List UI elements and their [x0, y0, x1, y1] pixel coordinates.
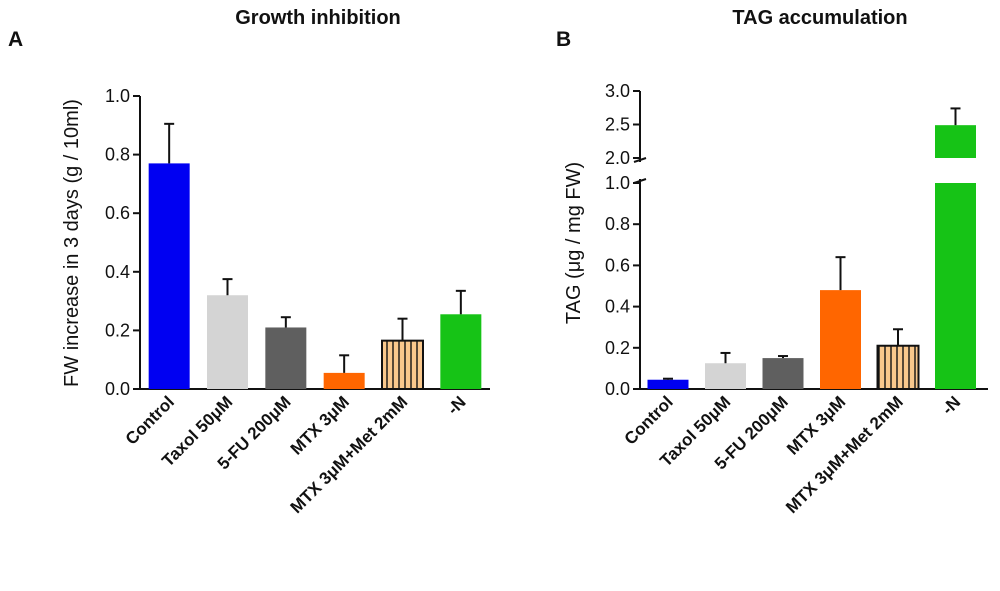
y-tick-label: 0.0 [605, 379, 630, 399]
panel-a-label: A [8, 28, 23, 51]
bar [647, 379, 689, 389]
y-tick-label: 1.0 [605, 173, 630, 193]
bar [820, 290, 861, 389]
chart-b-y-axis-label: TAG (μg / mg FW) [563, 162, 585, 324]
y-tick-label: 0.6 [105, 203, 130, 223]
bar [762, 358, 804, 389]
bar-lower-segment [935, 183, 976, 389]
bar [705, 363, 746, 389]
y-tick-label: 3.0 [605, 81, 630, 101]
axis-break-mark [633, 157, 647, 163]
axis-break-mark [633, 178, 647, 184]
x-tick-label: MTX 3μM+Met 2mM [782, 392, 907, 517]
y-tick-label: 2.5 [605, 115, 630, 135]
x-tick-label: Control [122, 392, 178, 448]
y-tick-label: 0.8 [105, 145, 130, 165]
y-tick-label: 0.0 [105, 379, 130, 399]
bar [440, 314, 482, 389]
panel-b-label: B [556, 28, 571, 51]
chart-a-title: Growth inhibition [235, 7, 401, 29]
y-tick-label: 0.2 [605, 338, 630, 358]
x-tick-label: MTX 3μM+Met 2mM [287, 392, 412, 517]
x-tick-label: -N [938, 392, 964, 418]
bar [876, 344, 920, 390]
y-tick-label: 0.6 [605, 255, 630, 275]
x-tick-label: Control [621, 392, 677, 448]
bar-upper-segment [935, 125, 976, 158]
y-tick-label: 0.4 [105, 262, 130, 282]
chart-a-y-axis-label: FW increase in 3 days (g / 10ml) [61, 99, 83, 387]
chart-b-title: TAG accumulation [732, 7, 907, 29]
bar [323, 372, 365, 389]
bar [265, 327, 307, 389]
chart-b-plot: 0.00.20.40.60.81.02.02.53.0ControlTaxol … [605, 81, 988, 517]
bar [148, 163, 190, 389]
bar [381, 339, 424, 390]
y-tick-label: 2.0 [605, 148, 630, 168]
bar [207, 295, 248, 389]
y-tick-label: 0.2 [105, 320, 130, 340]
y-tick-label: 0.8 [605, 214, 630, 234]
x-tick-label: -N [444, 392, 470, 418]
y-tick-label: 1.0 [105, 86, 130, 106]
y-tick-label: 0.4 [605, 297, 630, 317]
